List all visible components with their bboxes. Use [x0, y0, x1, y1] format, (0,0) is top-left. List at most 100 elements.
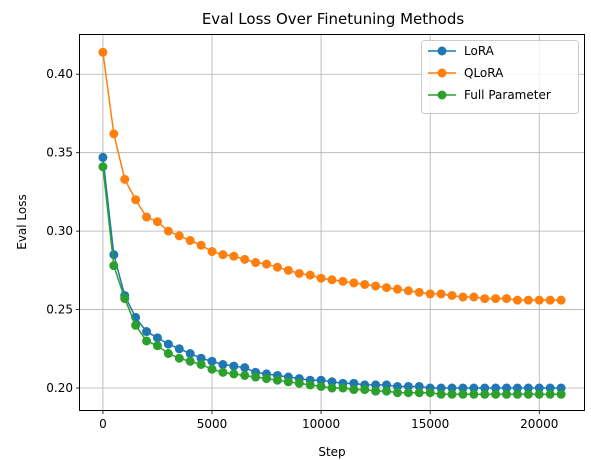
data-point-full-parameter — [131, 320, 141, 330]
legend-label: Full Parameter — [464, 88, 551, 102]
data-point-lora — [414, 381, 424, 391]
data-point-qlora — [523, 295, 533, 305]
data-point-lora — [240, 363, 250, 373]
y-tick-label: 0.35 — [46, 146, 73, 160]
data-point-full-parameter — [512, 389, 522, 399]
x-tick-label: 5000 — [197, 417, 228, 431]
data-point-qlora — [556, 295, 566, 305]
x-tick-label: 20000 — [520, 417, 558, 431]
data-point-qlora — [174, 231, 184, 241]
data-point-qlora — [120, 174, 130, 184]
data-point-qlora — [207, 247, 217, 257]
data-point-lora — [392, 381, 402, 391]
data-point-full-parameter — [240, 370, 250, 380]
legend-label: QLoRA — [464, 66, 504, 80]
data-point-full-parameter — [403, 388, 413, 398]
data-point-qlora — [98, 47, 108, 57]
data-point-full-parameter — [392, 388, 402, 398]
y-tick-label: 0.30 — [46, 224, 73, 238]
data-point-qlora — [480, 294, 490, 304]
data-point-full-parameter — [545, 389, 555, 399]
data-point-lora — [371, 380, 381, 390]
data-point-full-parameter — [349, 385, 359, 395]
data-point-full-parameter — [283, 377, 293, 387]
data-point-qlora — [502, 294, 512, 304]
data-point-full-parameter — [120, 294, 130, 304]
data-point-qlora — [316, 273, 326, 283]
data-point-lora — [163, 339, 173, 349]
data-point-qlora — [240, 254, 250, 264]
legend-frame — [421, 40, 579, 114]
data-point-lora — [512, 383, 522, 393]
data-point-full-parameter — [502, 389, 512, 399]
data-point-lora — [480, 383, 490, 393]
data-point-qlora — [491, 294, 501, 304]
legend-swatch-marker — [437, 90, 447, 100]
data-point-lora — [109, 250, 119, 260]
data-point-qlora — [436, 289, 446, 299]
y-tick-label: 0.25 — [46, 303, 73, 317]
data-point-full-parameter — [262, 374, 272, 384]
data-point-lora — [185, 349, 195, 359]
data-point-qlora — [392, 284, 402, 294]
data-point-full-parameter — [305, 380, 315, 390]
x-tick-label: 15000 — [411, 417, 449, 431]
y-tick-label: 0.40 — [46, 67, 73, 81]
data-point-qlora — [447, 290, 457, 300]
data-point-qlora — [534, 295, 544, 305]
data-point-full-parameter — [425, 388, 435, 398]
data-point-qlora — [218, 250, 228, 260]
data-point-qlora — [196, 240, 206, 250]
data-point-full-parameter — [207, 364, 217, 374]
data-point-qlora — [163, 226, 173, 236]
data-point-qlora — [262, 259, 272, 269]
data-point-full-parameter — [196, 359, 206, 369]
chart-title: Eval Loss Over Finetuning Methods — [202, 10, 465, 28]
data-point-lora — [142, 327, 152, 337]
data-point-lora — [218, 359, 228, 369]
data-point-lora — [207, 356, 217, 366]
legend-entry-lora: LoRA — [428, 44, 495, 58]
data-point-qlora — [272, 262, 282, 272]
data-point-qlora — [512, 295, 522, 305]
data-point-full-parameter — [469, 389, 479, 399]
data-point-full-parameter — [218, 367, 228, 377]
data-point-lora — [196, 353, 206, 363]
data-point-lora — [327, 377, 337, 387]
data-point-full-parameter — [360, 385, 370, 395]
y-axis-label: Eval Loss — [15, 194, 29, 250]
data-point-qlora — [469, 292, 479, 302]
data-point-full-parameter — [447, 389, 457, 399]
legend-swatch-marker — [437, 46, 447, 56]
data-point-full-parameter — [327, 383, 337, 393]
data-point-full-parameter — [229, 369, 239, 379]
data-point-qlora — [283, 265, 293, 275]
data-point-full-parameter — [98, 162, 108, 172]
data-point-qlora — [545, 295, 555, 305]
data-point-qlora — [382, 283, 392, 293]
data-point-full-parameter — [480, 389, 490, 399]
data-point-lora — [491, 383, 501, 393]
data-point-qlora — [425, 289, 435, 299]
data-point-lora — [469, 383, 479, 393]
x-axis-label: Step — [318, 445, 345, 459]
data-point-full-parameter — [371, 386, 381, 396]
data-point-qlora — [229, 251, 239, 261]
data-point-qlora — [371, 281, 381, 291]
data-point-lora — [436, 383, 446, 393]
data-point-qlora — [349, 278, 359, 288]
legend-entry-qlora: QLoRA — [428, 66, 504, 80]
data-point-qlora — [360, 279, 370, 289]
data-point-lora — [534, 383, 544, 393]
data-point-lora — [349, 378, 359, 388]
data-point-qlora — [403, 286, 413, 296]
axis-ticks: 0 5000 10000 15000 20000 0.20 0.25 0.30 0.35 0.40 — [46, 67, 558, 431]
data-point-lora — [502, 383, 512, 393]
data-point-full-parameter — [436, 389, 446, 399]
data-point-full-parameter — [109, 261, 119, 271]
data-point-full-parameter — [251, 372, 261, 382]
data-point-qlora — [142, 212, 152, 222]
data-point-full-parameter — [294, 378, 304, 388]
data-point-full-parameter — [556, 389, 566, 399]
